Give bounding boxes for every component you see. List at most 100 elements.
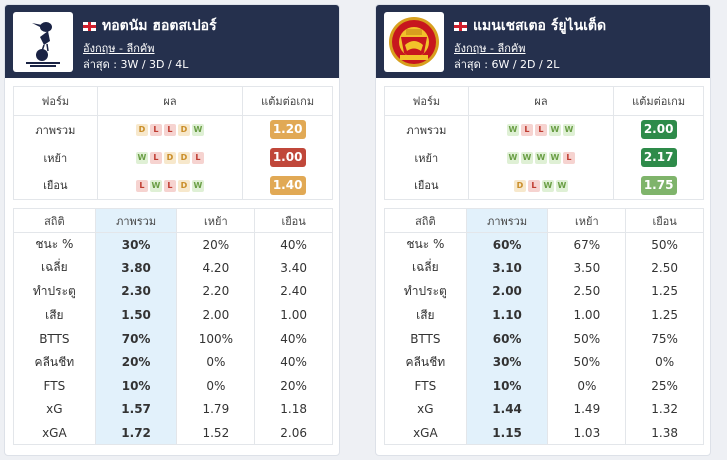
form-header: ฟอร์ม [13,86,98,116]
stat-label: BTTS [13,326,96,351]
result-pill: W [520,152,533,164]
stat-home: 50% [547,350,627,375]
stat-home: 0% [176,350,256,375]
stat-overall: 3.10 [466,256,549,280]
stat-home: 4.20 [176,256,256,280]
form-row-label: ภาพรวม [384,115,469,144]
recent-record: ล่าสุด : 6W / 2D / 2L [454,58,560,71]
stat-away: 1.25 [625,279,704,304]
england-flag-icon [83,21,96,31]
stat-row: ทำประตู 2.00 2.50 1.25 [384,279,704,304]
stat-label: FTS [13,374,96,398]
stat-overall: 1.15 [466,421,549,445]
form-row-label: ภาพรวม [13,115,98,144]
away-header: เยือน [254,208,333,233]
form-row-label: เยือน [384,171,469,200]
stat-overall: 2.30 [95,279,178,304]
stat-home: 1.49 [547,397,627,422]
stat-row: xG 1.44 1.49 1.32 [384,397,704,422]
result-pill: D [513,179,526,192]
overall-header: ภาพรวม [95,208,178,233]
stat-row: xGA 1.72 1.52 2.06 [13,421,333,445]
stat-label: เสีย [13,303,96,327]
stat-away: 40% [254,350,333,375]
stat-overall: 70% [95,326,178,351]
team-name[interactable]: ทอตนัม ฮอตสเปอร์ [102,18,217,34]
result-pill: D [177,152,190,164]
stat-overall: 60% [466,326,549,351]
stat-row: คลีนชีท 30% 50% 0% [384,350,704,375]
stat-away: 1.25 [625,303,704,327]
ppg-badge: 1.40 [269,175,306,195]
result-pill: W [191,179,204,192]
form-row-label: เหย้า [384,143,469,172]
stat-row: ชนะ % 30% 20% 40% [13,232,333,257]
stat-row: เฉลี่ย 3.10 3.50 2.50 [384,256,704,280]
stat-header: สถิติ [13,208,96,233]
result-pill: W [541,179,554,192]
home-header: เหย้า [547,208,627,233]
overall-header: ภาพรวม [466,208,549,233]
stat-away: 2.40 [254,279,333,304]
league-link[interactable]: อังกฤษ - ลีกคัพ [83,42,155,55]
stat-away: 25% [625,374,704,398]
recent-record: ล่าสุด : 3W / 3D / 4L [83,58,189,71]
result-pill: L [534,124,547,137]
manchester-united-crest-icon[interactable] [384,12,444,72]
stat-away: 1.32 [625,397,704,422]
stat-away: 1.38 [625,421,704,445]
ppg-badge: 1.00 [269,148,306,167]
stat-label: ทำประตู [384,279,467,304]
stat-label: คลีนชีท [384,350,467,375]
result-pill: W [555,179,568,192]
ppg-header: แต้มต่อเกม [613,86,704,116]
home-header: เหย้า [176,208,256,233]
stat-away: 2.50 [625,256,704,280]
stat-overall: 10% [466,374,549,398]
result-pill: W [191,124,204,137]
result-pill: L [520,124,533,137]
tottenham-crest-icon[interactable] [13,12,73,72]
stat-label: xGA [13,421,96,445]
stat-label: xGA [384,421,467,445]
stat-away: 1.00 [254,303,333,327]
league-link[interactable]: อังกฤษ - ลีกคัพ [454,42,526,55]
stat-row: เฉลี่ย 3.80 4.20 3.40 [13,256,333,280]
stat-label: เสีย [384,303,467,327]
stat-away: 3.40 [254,256,333,280]
stat-home: 2.20 [176,279,256,304]
result-pill: L [163,124,176,137]
stat-home: 0% [547,374,627,398]
result-pill: W [548,124,561,137]
result-pill: W [506,152,519,164]
stat-label: xG [13,397,96,422]
stat-label: xG [384,397,467,422]
result-pill: W [506,124,519,137]
stat-row: เสีย 1.10 1.00 1.25 [384,303,704,327]
stat-overall: 10% [95,374,178,398]
team-name[interactable]: แมนเชสเตอ ร์ยูไนเต็ด [473,18,607,34]
stat-header: สถิติ [384,208,467,233]
ppg-badge: 2.17 [640,148,677,167]
stat-home: 1.52 [176,421,256,445]
result-pill: L [527,179,540,192]
stat-away: 20% [254,374,333,398]
stat-away: 1.18 [254,397,333,422]
result-header: ผล [97,86,244,116]
result-pill: L [191,152,204,164]
stat-label: ทำประตู [13,279,96,304]
stat-home: 3.50 [547,256,627,280]
stat-overall: 30% [466,350,549,375]
stat-row: ชนะ % 60% 67% 50% [384,232,704,257]
stat-overall: 1.10 [466,303,549,327]
stat-home: 2.50 [547,279,627,304]
